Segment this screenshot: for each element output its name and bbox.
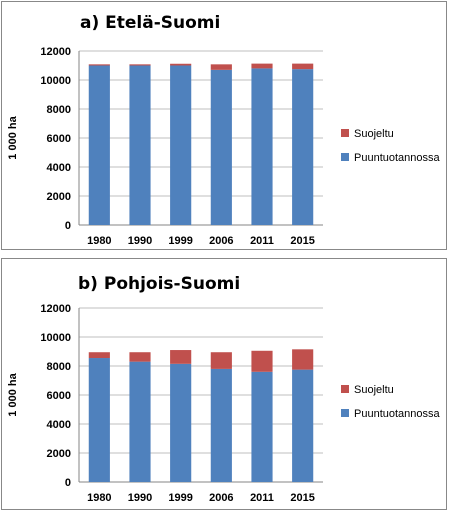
- bar-production: [292, 369, 314, 482]
- chart-south-svg: a) Etelä-Suomi 0 2000 4000 6000 8000 10000 1200…: [7, 13, 441, 247]
- bar-production: [251, 371, 273, 482]
- y-tick-label: 10000: [40, 75, 71, 87]
- bar-production: [170, 65, 192, 225]
- y-tick-label: 12000: [40, 303, 71, 315]
- x-tick-label: 1990: [128, 492, 152, 504]
- x-tick-label: 2011: [250, 492, 274, 504]
- chart-title: b) Pohjois-Suomi: [78, 274, 240, 294]
- y-tick-label: 6000: [47, 133, 71, 145]
- legend-item-production-label: Puuntuotannossa: [354, 408, 441, 420]
- bar-protected: [210, 352, 232, 369]
- y-tick-label: 0: [65, 477, 71, 489]
- y-tick-label: 2000: [47, 191, 71, 203]
- chart-panel-south: a) Etelä-Suomi 0 2000 4000 6000 8000 10000 1200…: [1, 1, 447, 250]
- x-tick-label: 2015: [290, 492, 314, 504]
- bar-production: [210, 69, 232, 225]
- y-tick-label: 8000: [47, 104, 71, 116]
- bar-protected: [170, 350, 192, 364]
- bar-protected: [170, 63, 192, 66]
- y-tick-label: 4000: [47, 419, 71, 431]
- x-tick-label: 1999: [168, 492, 192, 504]
- y-axis-label: 1 000 ha: [7, 115, 19, 159]
- legend-item-protected-swatch: [341, 129, 349, 137]
- legend-item-protected-swatch: [341, 385, 349, 393]
- chart-north-svg: b) Pohjois-Suomi 0 2000 4000 6000 8000 10000 12…: [7, 274, 441, 504]
- bar-protected: [129, 352, 151, 362]
- x-tick-label: 1990: [128, 235, 152, 247]
- bar-protected: [292, 349, 314, 370]
- bar-production: [88, 65, 110, 225]
- legend-item-protected-label: Suojeltu: [354, 128, 394, 140]
- bar-protected: [88, 64, 110, 66]
- x-tick-label: 2006: [209, 235, 233, 247]
- bar-protected: [251, 63, 273, 69]
- bar-production: [129, 65, 151, 225]
- bar-protected: [88, 352, 110, 359]
- bar-protected: [129, 64, 151, 66]
- chart-title: a) Etelä-Suomi: [80, 13, 220, 33]
- bar-protected: [292, 63, 314, 70]
- y-tick-label: 12000: [40, 46, 71, 58]
- legend-item-protected-label: Suojeltu: [354, 384, 394, 396]
- x-tick-label: 1980: [87, 492, 111, 504]
- bar-protected: [251, 350, 273, 372]
- y-tick-label: 8000: [47, 361, 71, 373]
- legend-item-production-label: Puuntuotannossa: [354, 152, 441, 164]
- chart-panel-north: b) Pohjois-Suomi 0 2000 4000 6000 8000 10000 12…: [1, 258, 447, 510]
- y-tick-label: 4000: [47, 162, 71, 174]
- x-tick-label: 2015: [290, 235, 314, 247]
- y-tick-label: 6000: [47, 390, 71, 402]
- x-tick-label: 1980: [87, 235, 111, 247]
- bar-protected: [210, 64, 232, 70]
- x-tick-label: 2006: [209, 492, 233, 504]
- bar-production: [170, 363, 192, 482]
- bar-production: [251, 68, 273, 226]
- bar-production: [129, 361, 151, 482]
- y-axis-label: 1 000 ha: [7, 372, 19, 416]
- y-tick-label: 2000: [47, 448, 71, 460]
- y-tick-label: 0: [65, 220, 71, 232]
- legend-item-production-swatch: [341, 409, 349, 417]
- x-tick-label: 2011: [250, 235, 274, 247]
- x-tick-label: 1999: [168, 235, 192, 247]
- legend-item-production-swatch: [341, 153, 349, 161]
- bar-production: [88, 358, 110, 482]
- bar-production: [292, 69, 314, 225]
- y-tick-label: 10000: [40, 332, 71, 344]
- bar-production: [210, 368, 232, 482]
